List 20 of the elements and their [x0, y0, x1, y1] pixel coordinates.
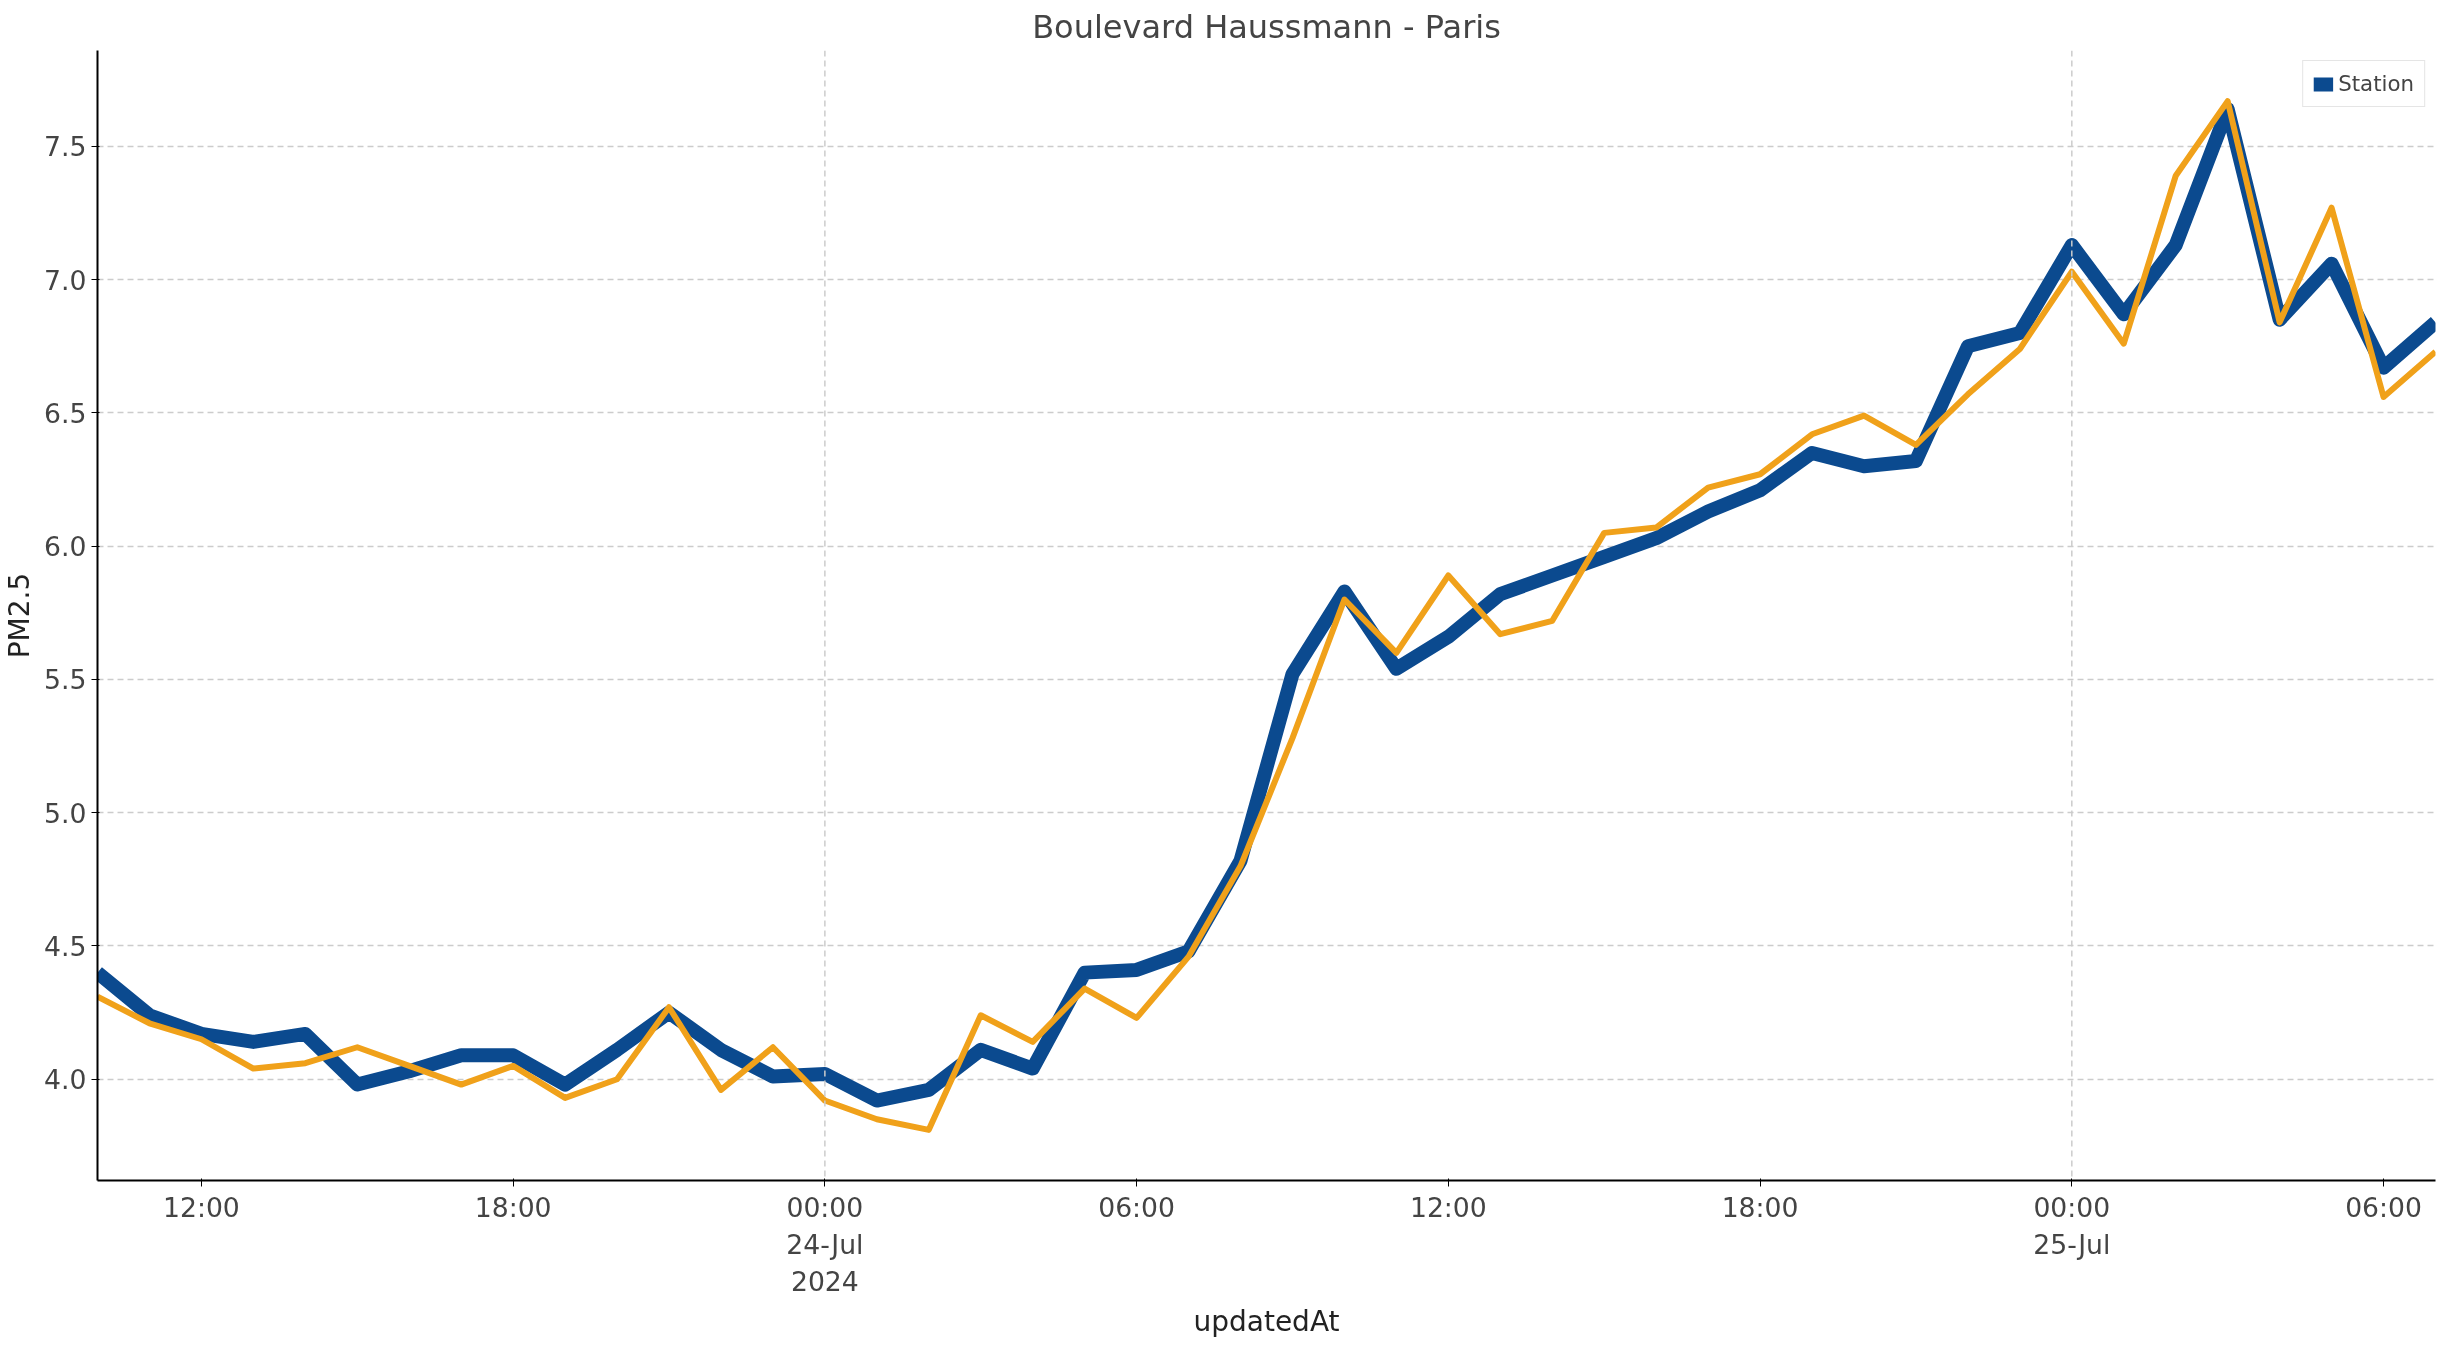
x-tick-label: 00:00 24-Jul 2024: [786, 1191, 864, 1297]
y-tick-label: 6.5: [44, 397, 87, 429]
x-tick-label: 00:00 25-Jul: [2033, 1191, 2111, 1260]
y-tick-label: 7.0: [44, 264, 87, 296]
x-tick-label: 18:00: [1721, 1191, 1799, 1223]
y-tick-label: 4.5: [44, 930, 87, 962]
y-tick-label: 7.5: [44, 131, 87, 163]
x-tick-label: 12:00: [1409, 1191, 1487, 1223]
x-tick-label: 18:00: [474, 1191, 552, 1223]
y-tick-label: 5.0: [44, 797, 87, 829]
x-tick-label: 06:00: [1098, 1191, 1176, 1223]
x-axis-title: updatedAt: [1193, 1304, 1340, 1338]
y-tick-label: 5.5: [44, 664, 87, 696]
y-tick-label: 6.0: [44, 531, 87, 563]
chart-title: Boulevard Haussmann - Paris: [1032, 7, 1501, 46]
x-tick-label: 12:00: [163, 1191, 240, 1223]
x-tick-label: 06:00: [2345, 1191, 2422, 1223]
legend-label: Station: [2338, 71, 2414, 96]
y-axis-title: PM2.5: [3, 572, 37, 659]
y-tick-label: 4.0: [44, 1064, 87, 1096]
